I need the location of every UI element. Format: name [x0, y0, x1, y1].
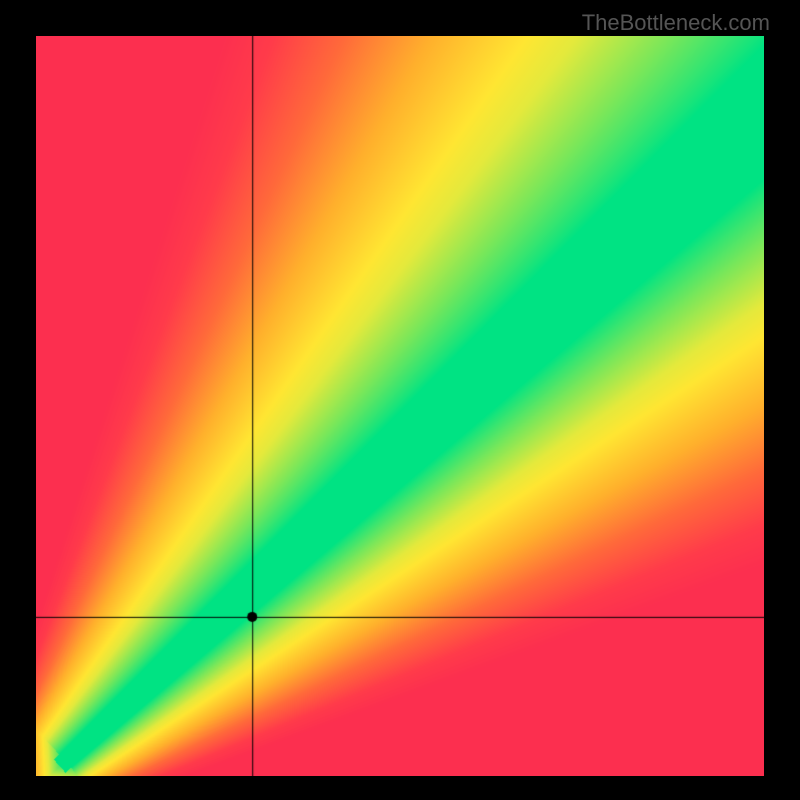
chart-container: TheBottleneck.com	[0, 0, 800, 800]
watermark-text: TheBottleneck.com	[582, 10, 770, 36]
heatmap-canvas	[36, 36, 764, 776]
bottleneck-heatmap	[36, 36, 764, 776]
